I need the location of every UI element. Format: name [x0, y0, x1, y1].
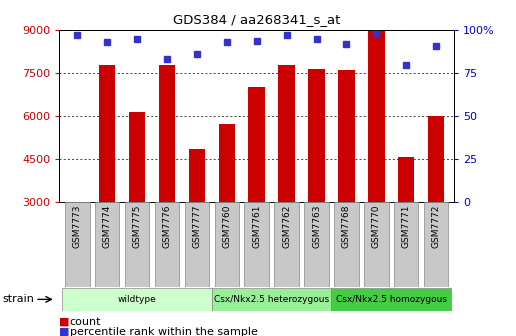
Text: Csx/Nkx2.5 heterozygous: Csx/Nkx2.5 heterozygous: [214, 295, 329, 304]
Bar: [338, 70, 354, 202]
Text: GSM7776: GSM7776: [163, 204, 171, 248]
Text: count: count: [70, 317, 101, 327]
Bar: [279, 65, 295, 202]
Title: GDS384 / aa268341_s_at: GDS384 / aa268341_s_at: [173, 13, 341, 26]
Bar: [331, 288, 451, 311]
Bar: [245, 202, 269, 287]
Bar: [424, 202, 448, 287]
Bar: [65, 202, 90, 287]
Text: GSM7771: GSM7771: [402, 204, 411, 248]
Bar: [368, 30, 384, 202]
Bar: [334, 202, 359, 287]
Text: wildtype: wildtype: [118, 295, 156, 304]
Text: Csx/Nkx2.5 homozygous: Csx/Nkx2.5 homozygous: [336, 295, 447, 304]
Bar: [364, 202, 389, 287]
Bar: [185, 202, 209, 287]
Bar: [189, 149, 205, 202]
Bar: [304, 202, 329, 287]
Bar: [155, 202, 179, 287]
Bar: [159, 65, 175, 202]
Bar: [308, 69, 325, 202]
Text: GSM7760: GSM7760: [222, 204, 231, 248]
Text: ■: ■: [59, 317, 70, 327]
Text: GSM7762: GSM7762: [282, 204, 291, 248]
Text: GSM7774: GSM7774: [103, 204, 111, 248]
Bar: [398, 157, 414, 202]
Text: GSM7763: GSM7763: [312, 204, 321, 248]
Bar: [219, 125, 235, 202]
Text: GSM7772: GSM7772: [432, 204, 441, 248]
Text: GSM7777: GSM7777: [192, 204, 201, 248]
Bar: [215, 202, 239, 287]
Text: GSM7768: GSM7768: [342, 204, 351, 248]
Bar: [129, 112, 146, 202]
Bar: [99, 65, 116, 202]
Bar: [249, 87, 265, 202]
Text: percentile rank within the sample: percentile rank within the sample: [70, 327, 257, 336]
Bar: [125, 202, 149, 287]
Bar: [428, 116, 444, 202]
Bar: [275, 202, 299, 287]
Text: GSM7770: GSM7770: [372, 204, 381, 248]
Text: strain: strain: [3, 294, 35, 304]
Text: GSM7773: GSM7773: [73, 204, 82, 248]
Bar: [394, 202, 418, 287]
Bar: [62, 288, 212, 311]
Bar: [95, 202, 119, 287]
Text: ■: ■: [59, 327, 70, 336]
Bar: [212, 288, 331, 311]
Text: GSM7761: GSM7761: [252, 204, 261, 248]
Text: GSM7775: GSM7775: [133, 204, 141, 248]
